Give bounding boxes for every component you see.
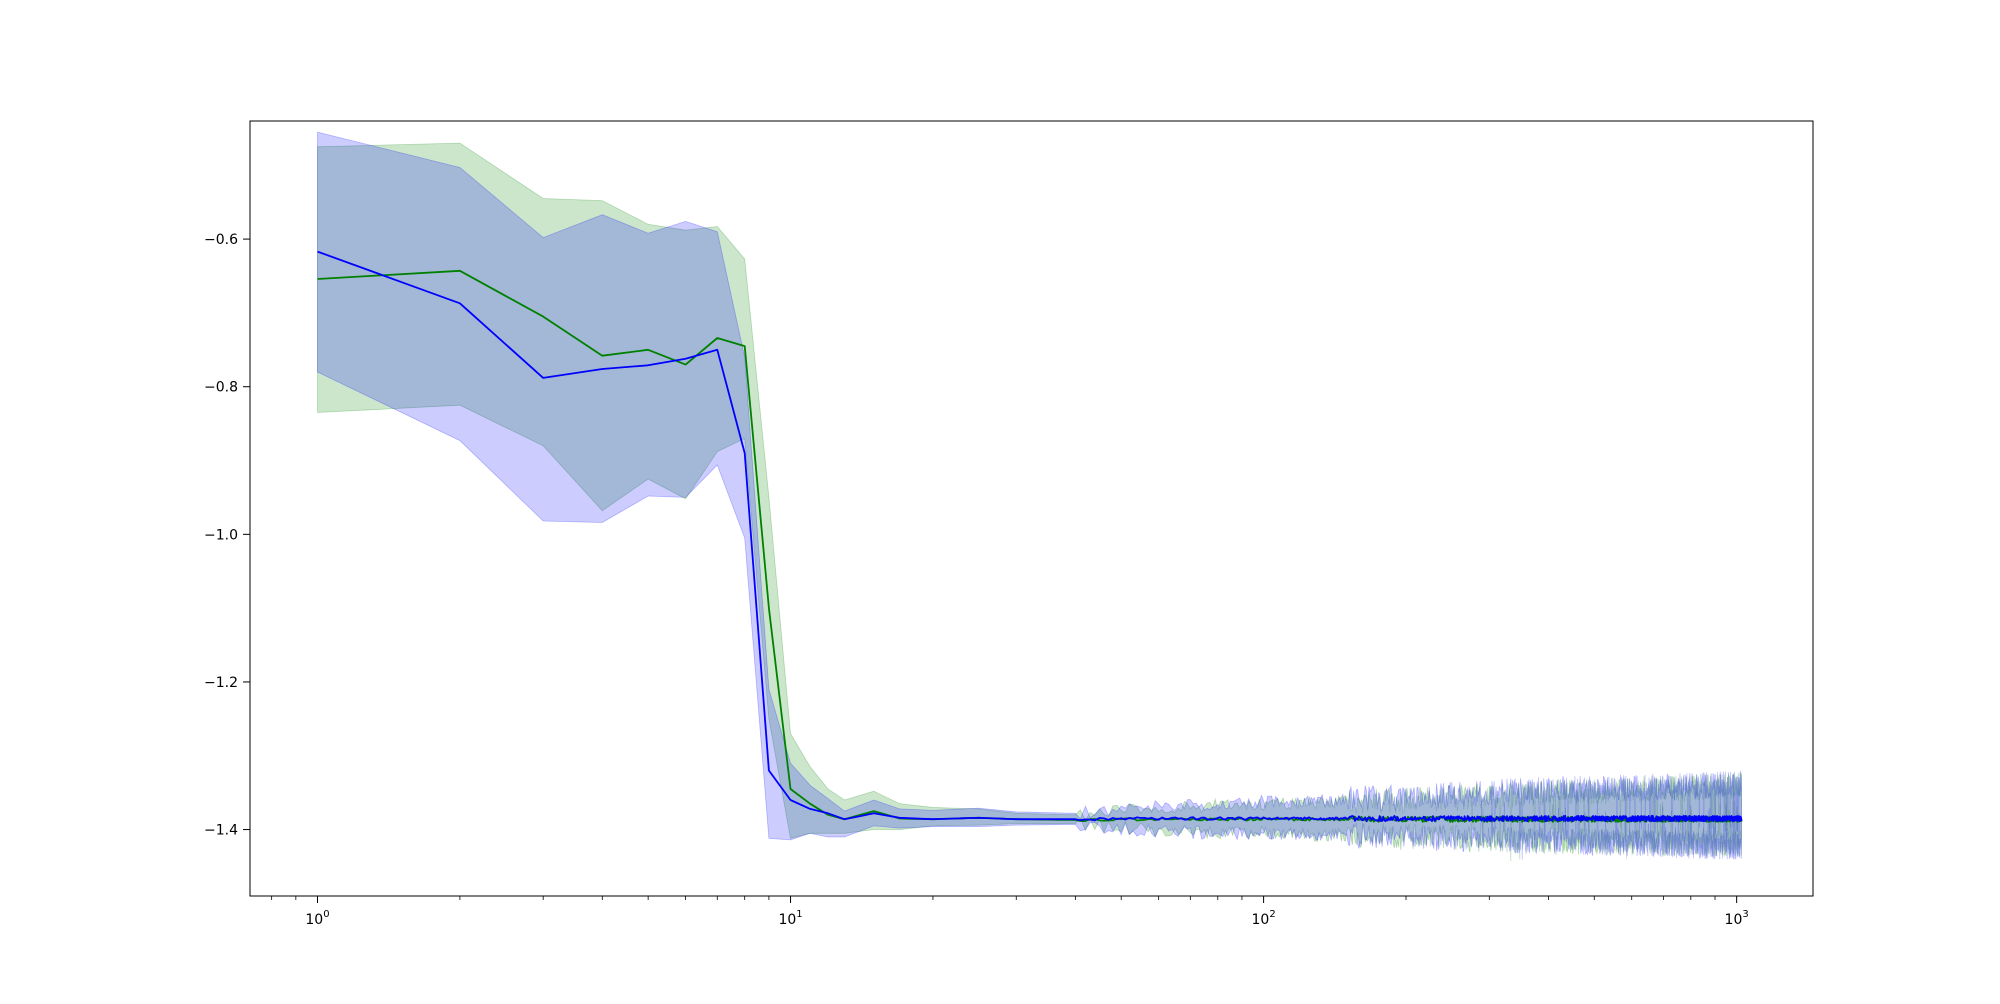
plot-frame	[249, 120, 1814, 897]
x-axis: 100 101 102 103	[271, 896, 1749, 928]
x-tick-label: 100	[305, 909, 329, 928]
y-tick-label: −1.2	[204, 675, 238, 691]
x-tick-label: 101	[778, 909, 802, 928]
y-tick-label: −1.4	[204, 823, 238, 839]
y-tick-label: −1.0	[204, 527, 238, 543]
y-tick-label: −0.8	[204, 380, 238, 396]
x-tick-label: 103	[1725, 909, 1749, 928]
y-axis: −0.6 −0.8 −1.0 −1.2 −1.4	[204, 232, 250, 839]
band-series-0	[317, 142, 1742, 862]
line-series-1	[317, 250, 1743, 823]
x-tick-label: 102	[1252, 909, 1276, 928]
confidence-bands	[317, 131, 1742, 862]
y-tick-label: −0.6	[204, 232, 238, 248]
mean-lines	[317, 250, 1743, 823]
band-series-1	[317, 131, 1742, 860]
